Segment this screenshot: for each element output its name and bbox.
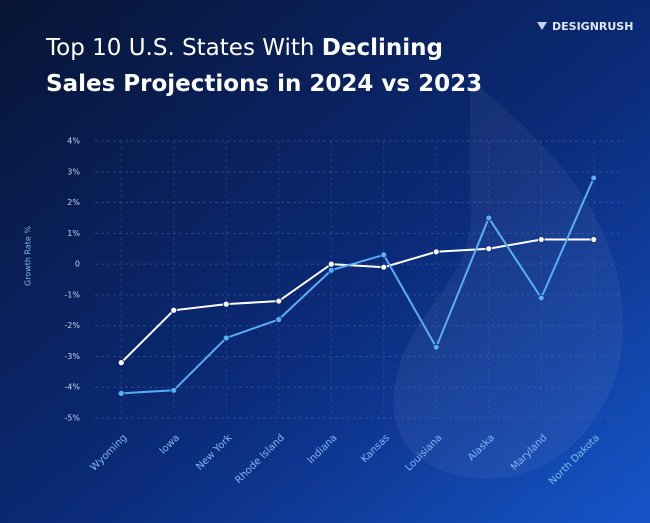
y-axis-label: Growth Rate % bbox=[24, 226, 33, 286]
data-point bbox=[432, 248, 440, 256]
data-point bbox=[590, 174, 598, 182]
data-point bbox=[537, 294, 545, 302]
y-tick-label: 2% bbox=[67, 198, 80, 207]
y-tick-label: -2% bbox=[64, 321, 80, 330]
data-point bbox=[327, 266, 335, 274]
decor-shape bbox=[393, 80, 624, 479]
data-point bbox=[275, 316, 283, 323]
data-point bbox=[275, 297, 283, 305]
data-point bbox=[222, 334, 230, 342]
data-point bbox=[380, 251, 388, 259]
data-point bbox=[170, 386, 178, 394]
data-point bbox=[380, 263, 388, 271]
y-tick-label: -4% bbox=[64, 383, 80, 392]
y-tick-label: -5% bbox=[64, 414, 80, 423]
data-point bbox=[590, 236, 598, 243]
data-point bbox=[117, 389, 125, 397]
chart-title: Top 10 U.S. States With Declining Sales … bbox=[45, 35, 482, 97]
series-line bbox=[121, 177, 595, 395]
data-point bbox=[117, 359, 125, 367]
brand-logo: DESIGNRUSH bbox=[537, 20, 633, 33]
series-line bbox=[120, 238, 594, 364]
data-point bbox=[537, 236, 545, 243]
data-point bbox=[485, 214, 493, 222]
data-point bbox=[170, 306, 178, 314]
data-point bbox=[327, 260, 335, 268]
y-tick-label: 4% bbox=[67, 137, 80, 146]
y-tick-label: -1% bbox=[64, 290, 80, 299]
y-tick-label: 1% bbox=[67, 229, 80, 238]
title-part: Declining bbox=[322, 35, 443, 61]
data-point bbox=[222, 300, 230, 308]
title-part: Sales Projections in 2024 vs 2023 bbox=[46, 71, 482, 97]
title-part: Top 10 U.S. States With bbox=[45, 35, 314, 61]
brand-name: DESIGNRUSH bbox=[552, 20, 633, 33]
y-tick-label: -3% bbox=[64, 352, 80, 361]
data-point bbox=[432, 343, 440, 351]
y-tick-label: 0 bbox=[75, 260, 80, 269]
data-point bbox=[485, 245, 493, 253]
y-tick-label: 3% bbox=[67, 167, 80, 176]
